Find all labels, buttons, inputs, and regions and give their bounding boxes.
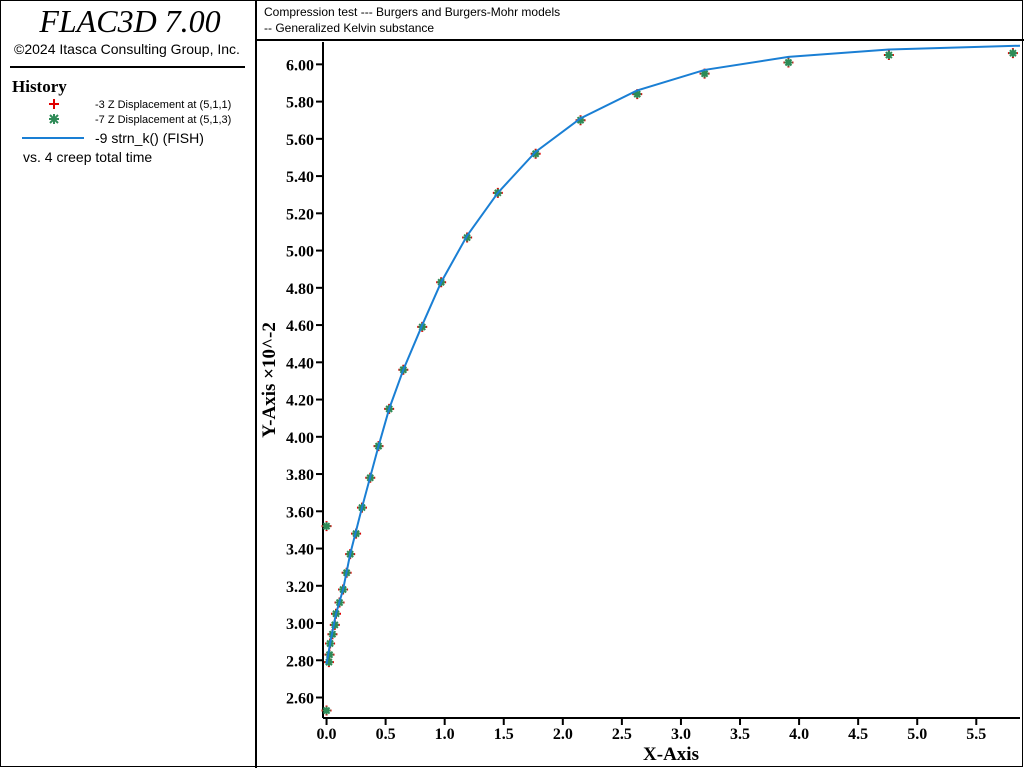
marker	[531, 149, 540, 158]
x-tick-label: 0.5	[376, 726, 396, 743]
y-tick-label: 2.80	[286, 653, 314, 670]
x-tick-label: 3.0	[671, 726, 691, 743]
x-axis-label: X-Axis	[643, 744, 699, 765]
x-tick-label: 4.5	[848, 726, 868, 743]
marker	[330, 620, 339, 629]
chart-title: Compression test --- Burgers and Burgers…	[264, 5, 560, 19]
marker	[700, 69, 709, 78]
y-tick-label: 3.20	[286, 579, 314, 596]
marker	[325, 650, 334, 659]
copyright: ©2024 Itasca Consulting Group, Inc.	[14, 41, 240, 57]
y-tick-label: 4.00	[286, 430, 314, 447]
marker	[884, 51, 893, 60]
x-tick-label: 2.5	[612, 726, 632, 743]
marker	[576, 116, 585, 125]
marker	[324, 658, 333, 667]
x-tick-label: 0.0	[317, 726, 337, 743]
legend-vs: vs. 4 creep total time	[23, 149, 152, 165]
x-tick-label: 3.5	[730, 726, 750, 743]
legend-label: -3 Z Displacement at (5,1,1)	[95, 99, 231, 111]
x-tick-label: 2.0	[553, 726, 573, 743]
y-tick-label: 3.40	[286, 542, 314, 559]
y-tick-label: 3.00	[286, 616, 314, 633]
series-line	[325, 44, 1021, 665]
legend-icon	[49, 114, 59, 124]
y-tick-label: 6.00	[286, 57, 314, 74]
y-tick-label: 5.40	[286, 169, 314, 186]
section-title: History	[12, 77, 67, 96]
y-tick-label: 3.80	[286, 467, 314, 484]
y-axis-label: Y-Axis ×10^-2	[259, 322, 280, 438]
y-tick-label: 2.60	[286, 691, 314, 708]
y-tick-label: 4.40	[286, 355, 314, 372]
app-title: FLAC3D 7.00	[38, 3, 220, 39]
y-tick-label: 4.20	[286, 393, 314, 410]
marker	[784, 58, 793, 67]
marker	[322, 706, 331, 715]
y-tick-label: 5.00	[286, 244, 314, 261]
y-tick-label: 3.60	[286, 504, 314, 521]
y-tick-label: 4.60	[286, 318, 314, 335]
x-tick-label: 1.5	[494, 726, 514, 743]
marker	[1008, 49, 1017, 58]
x-tick-label: 5.5	[966, 726, 986, 743]
y-tick-label: 5.60	[286, 132, 314, 149]
marker	[322, 522, 331, 531]
marker	[633, 90, 642, 99]
legend-label: -9 strn_k() (FISH)	[95, 130, 204, 146]
legend-icon	[49, 99, 59, 109]
x-tick-label: 5.0	[907, 726, 927, 743]
x-tick-label: 1.0	[435, 726, 455, 743]
x-tick-label: 4.0	[789, 726, 809, 743]
plot: 2.60 2.80 3.00 3.20 3.40 3.60 3.80 4.00 4.20 4.40…	[286, 42, 1021, 743]
y-tick-label: 5.20	[286, 206, 314, 223]
y-tick-label: 4.80	[286, 281, 314, 298]
legend-label: -7 Z Displacement at (5,1,3)	[95, 114, 231, 126]
y-tick-label: 5.80	[286, 95, 314, 112]
chart-subtitle: -- Generalized Kelvin substance	[264, 21, 434, 35]
